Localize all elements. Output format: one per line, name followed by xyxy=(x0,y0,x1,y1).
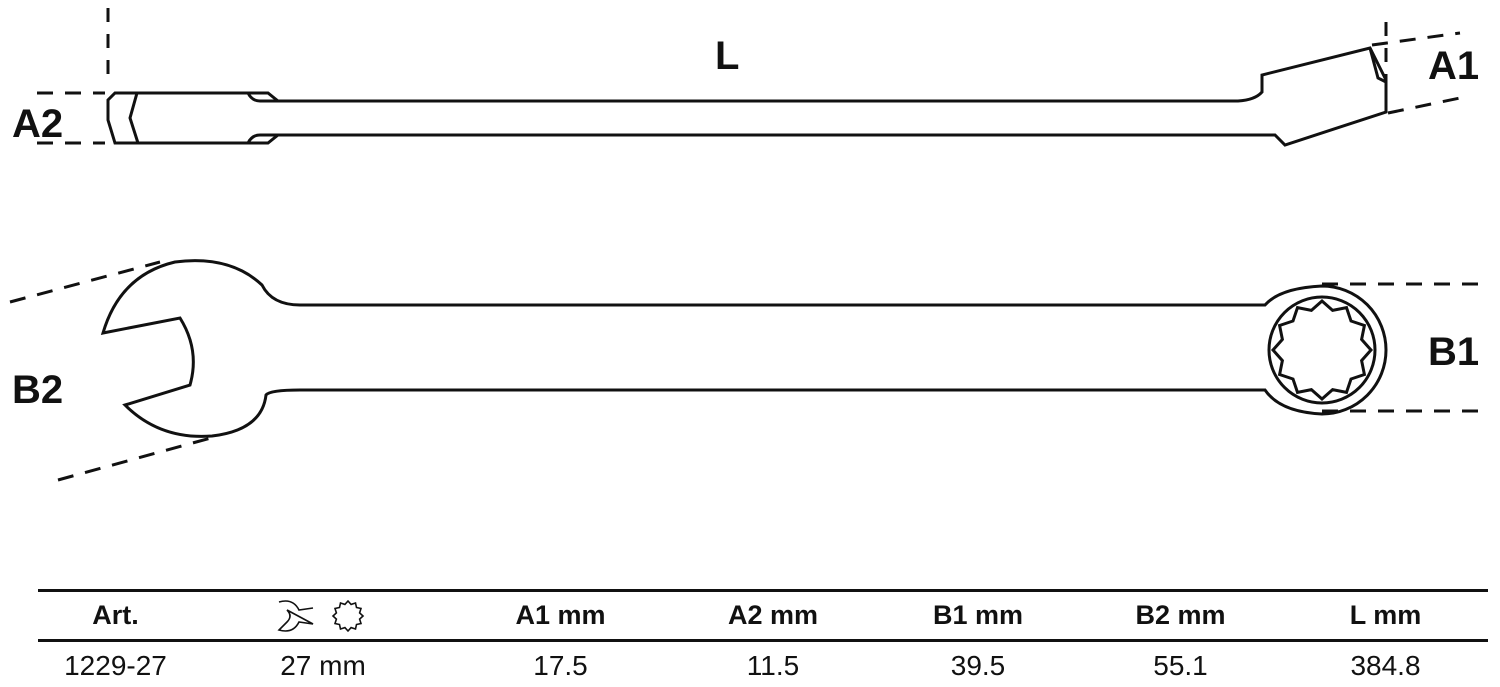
dim-line-a1-bottom xyxy=(1387,96,1461,115)
col-b1: B1 mm xyxy=(878,590,1078,642)
cell-art: 1229-27 xyxy=(38,640,193,687)
col-a1: A1 mm xyxy=(453,590,668,642)
col-b2: B2 mm xyxy=(1078,590,1283,642)
side-step xyxy=(246,92,278,144)
wrench-side-outline xyxy=(106,46,1388,147)
cell-a2: 11.5 xyxy=(668,640,878,687)
size-icons xyxy=(277,599,365,632)
cell-a1: 17.5 xyxy=(453,640,668,687)
side-bevel-left xyxy=(128,92,140,144)
label-l: L xyxy=(715,34,740,78)
cell-b2: 55.1 xyxy=(1078,640,1283,687)
wrench-top-outline xyxy=(100,259,1388,438)
cell-size: 27 mm xyxy=(193,640,453,687)
dim-line-b2-top xyxy=(9,260,161,304)
ring-twelve-point xyxy=(1270,298,1374,402)
col-a2: A2 mm xyxy=(668,590,878,642)
spec-table: Art. A1 mm A2 mm B1 mm B2 mm L mm 1229-2… xyxy=(38,589,1488,687)
ring-inner-circle xyxy=(1267,295,1377,405)
table-header-row: Art. A1 mm A2 mm B1 mm B2 mm L mm xyxy=(38,590,1488,642)
table-row: 1229-27 27 mm 17.5 11.5 39.5 55.1 384.8 xyxy=(38,640,1488,687)
cell-b1: 39.5 xyxy=(878,640,1078,687)
col-art: Art. xyxy=(38,590,193,642)
label-b2: B2 xyxy=(12,368,64,412)
top-view xyxy=(9,259,1478,482)
col-size xyxy=(193,590,453,642)
label-b1: B1 xyxy=(1428,330,1480,374)
cell-l: 384.8 xyxy=(1283,640,1488,687)
dim-line-b2-bottom xyxy=(57,434,219,482)
col-l: L mm xyxy=(1283,590,1488,642)
label-a1: A1 xyxy=(1428,44,1480,88)
side-bevel-right xyxy=(1368,47,1387,84)
dim-line-a1-top xyxy=(1371,31,1461,47)
open-end-wrench-icon xyxy=(277,599,314,632)
label-a2: A2 xyxy=(12,102,64,146)
side-view xyxy=(37,8,1461,147)
twelve-point-ring-icon xyxy=(331,599,365,632)
